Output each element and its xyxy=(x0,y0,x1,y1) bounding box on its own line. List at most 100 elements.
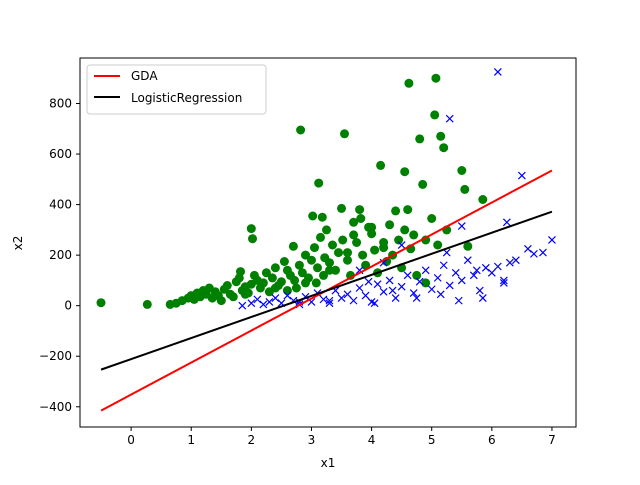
data-point-circle xyxy=(430,110,440,120)
data-point-circle xyxy=(431,73,441,83)
data-point-circle xyxy=(349,217,359,227)
data-point-circle xyxy=(279,257,289,266)
data-point-circle xyxy=(313,263,322,273)
data-point-circle xyxy=(236,267,245,277)
data-point-x-stroke xyxy=(370,299,379,308)
data-point-x-stroke xyxy=(457,276,466,285)
data-point-circle xyxy=(463,241,473,251)
data-point-x xyxy=(439,261,448,270)
data-point-x xyxy=(457,222,466,230)
data-point-circle xyxy=(301,278,310,288)
data-point-circle xyxy=(325,258,334,268)
data-point-circle xyxy=(216,296,226,306)
data-point-circle xyxy=(403,205,413,215)
y-tick-label: 400 xyxy=(49,198,72,212)
data-point-x-stroke xyxy=(469,271,478,280)
data-point-x-stroke xyxy=(421,266,430,275)
data-point-x xyxy=(397,282,406,291)
data-point-circle xyxy=(270,283,280,293)
x-tick-label: 7 xyxy=(548,433,556,447)
data-point-circle xyxy=(376,160,386,170)
data-point-x-stroke xyxy=(436,290,445,299)
data-point-circle xyxy=(460,184,470,194)
data-point-x xyxy=(457,276,466,285)
data-point-x xyxy=(523,244,532,253)
y-tick-label: 200 xyxy=(49,248,72,262)
data-point-circle xyxy=(222,281,232,290)
data-point-x-stroke xyxy=(427,285,436,294)
data-point-x-stroke xyxy=(481,263,490,272)
data-point-x xyxy=(361,291,370,300)
data-point-x xyxy=(403,271,412,280)
data-point-x-stroke xyxy=(412,294,421,303)
legend-label-gda: GDA xyxy=(131,69,158,83)
data-point-x-stroke xyxy=(388,286,397,295)
y-tick-label: −400 xyxy=(39,400,72,414)
data-point-x xyxy=(493,67,502,76)
data-point-x xyxy=(370,299,379,308)
data-point-x-stroke xyxy=(337,294,346,303)
data-point-x-stroke xyxy=(397,282,406,291)
data-point-circle xyxy=(314,178,324,188)
legend-label-logistic-regression: LogisticRegression xyxy=(131,91,242,105)
data-point-circle xyxy=(294,260,304,270)
data-point-circle xyxy=(334,248,343,258)
data-point-x-stroke xyxy=(475,286,484,295)
data-point-circle xyxy=(478,195,488,204)
data-point-circle xyxy=(296,125,306,135)
data-point-x-stroke xyxy=(523,244,532,253)
data-point-x-stroke xyxy=(364,277,373,286)
x-tick-label: 3 xyxy=(308,433,316,447)
data-point-x xyxy=(469,271,478,280)
data-point-circle xyxy=(421,278,431,288)
data-point-x-stroke xyxy=(472,266,481,275)
data-point-x-stroke xyxy=(253,295,262,304)
data-point-circle xyxy=(415,134,425,144)
data-point-circle xyxy=(337,203,346,213)
data-point-circle xyxy=(258,278,268,288)
data-point-circle xyxy=(246,224,256,234)
data-point-x-stroke xyxy=(331,286,340,295)
data-point-circle xyxy=(301,250,310,260)
data-point-x-stroke xyxy=(445,114,454,123)
data-point-x-stroke xyxy=(361,291,370,300)
data-point-x xyxy=(436,290,445,299)
data-point-x xyxy=(499,276,508,285)
data-point-x-stroke xyxy=(478,294,487,303)
data-point-x-stroke xyxy=(277,299,286,308)
data-point-x-stroke xyxy=(415,277,424,286)
data-point-circle xyxy=(404,78,414,88)
data-point-x xyxy=(493,262,502,271)
data-point-x-stroke xyxy=(539,248,547,257)
data-point-x xyxy=(373,280,382,289)
y-axis-label: x2 xyxy=(11,236,25,251)
data-point-x-stroke xyxy=(451,268,460,277)
data-point-x-stroke xyxy=(373,280,382,289)
data-point-x-stroke xyxy=(439,261,448,270)
data-point-circle xyxy=(400,225,410,235)
data-point-circle xyxy=(379,243,389,253)
data-point-x-stroke xyxy=(271,294,280,303)
data-point-circle xyxy=(248,234,257,244)
data-point-circle xyxy=(328,240,337,250)
data-point-circle xyxy=(322,225,331,235)
data-point-x-stroke xyxy=(391,294,400,303)
legend: GDA LogisticRegression xyxy=(86,64,267,115)
data-point-circle xyxy=(297,268,307,278)
data-point-x xyxy=(325,296,334,305)
data-point-x xyxy=(481,263,490,272)
data-point-x xyxy=(445,114,454,123)
x-tick-label: 6 xyxy=(488,433,496,447)
data-point-circle xyxy=(436,131,446,141)
data-point-circle xyxy=(317,212,327,222)
data-point-x-stroke xyxy=(397,241,406,249)
data-point-circle xyxy=(290,275,300,285)
data-point-x-stroke xyxy=(379,287,388,296)
data-point-x xyxy=(343,290,352,299)
data-point-circle xyxy=(340,129,349,139)
data-point-x xyxy=(454,296,463,305)
x-axis-label: x1 xyxy=(321,456,336,470)
data-point-circle xyxy=(433,240,443,250)
data-point-x-stroke xyxy=(499,276,508,285)
